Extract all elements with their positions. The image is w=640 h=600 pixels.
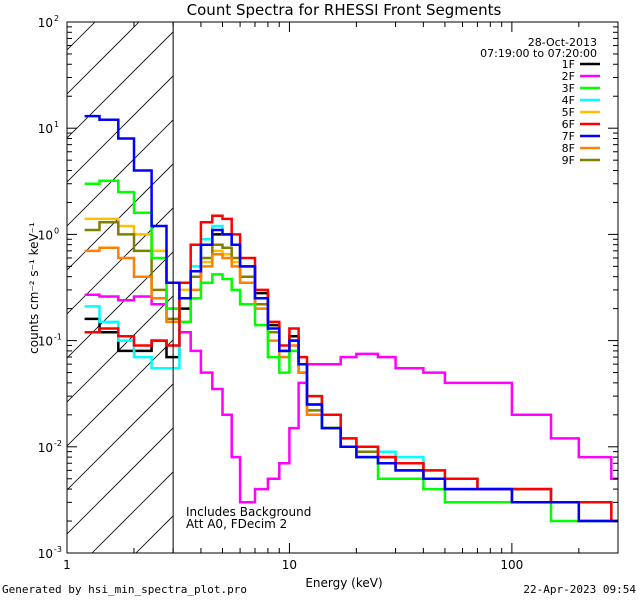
legend-label: 9F xyxy=(562,154,575,167)
y-tick-label: 10 xyxy=(38,228,53,242)
footer-generated-by: Generated by hsi_min_spectra_plot.pro xyxy=(2,583,248,596)
y-tick-exponent: 2 xyxy=(54,14,59,23)
hatch-line xyxy=(67,75,174,183)
legend-label: 7F xyxy=(562,130,575,143)
legend-label: 5F xyxy=(562,106,575,119)
hatch-line xyxy=(67,383,174,491)
x-axis-label: Energy (keV) xyxy=(305,576,382,590)
series-layer xyxy=(84,114,618,523)
y-tick-exponent: -1 xyxy=(54,333,62,342)
legend-label: 1F xyxy=(562,58,575,71)
legend-label: 3F xyxy=(562,82,575,95)
y-tick-exponent: -3 xyxy=(54,545,62,554)
info-time-range: 07:19:00 to 07:20:00 xyxy=(480,47,597,60)
excluded-region xyxy=(67,22,174,553)
y-tick-exponent: 0 xyxy=(54,226,59,235)
series-9F xyxy=(84,221,618,523)
x-tick-label: 10 xyxy=(282,558,297,572)
series-5F xyxy=(84,217,618,523)
hatch-line xyxy=(67,427,174,535)
x-tick-label: 100 xyxy=(500,558,523,572)
hatch-line xyxy=(67,207,174,315)
series-2F xyxy=(84,293,618,504)
y-tick-label: 10 xyxy=(38,441,53,455)
y-tick-label: 10 xyxy=(38,335,53,349)
legend-label: 2F xyxy=(562,70,575,83)
chart-title: Count Spectra for RHESSI Front Segments xyxy=(187,1,502,19)
hatch-line xyxy=(135,515,174,553)
info-date: 28-Oct-2013 xyxy=(528,36,597,49)
plot-frame xyxy=(66,21,619,554)
y-axis-label: counts cm⁻² s⁻¹ keV⁻¹ xyxy=(27,222,41,354)
x-tick-label: 1 xyxy=(63,558,71,572)
footer-timestamp: 22-Apr-2023 09:54 xyxy=(523,583,636,596)
hatch-line xyxy=(67,163,174,271)
hatch-line xyxy=(67,31,174,139)
annotation-attenuator: Att A0, FDecim 2 xyxy=(186,517,287,531)
y-tick-label: 10 xyxy=(38,122,53,136)
y-tick-label: 10 xyxy=(38,547,53,561)
series-1F xyxy=(84,233,618,523)
y-tick-label: 10 xyxy=(38,16,53,30)
legend-label: 4F xyxy=(562,94,575,107)
y-tick-exponent: 1 xyxy=(54,120,59,129)
y-tick-exponent: -2 xyxy=(54,439,62,448)
series-4F xyxy=(84,224,618,523)
hatch-line xyxy=(91,471,174,553)
legend-label: 6F xyxy=(562,118,575,131)
series-7F xyxy=(84,114,618,523)
hatch-line xyxy=(67,339,174,447)
annotation-background: Includes Background xyxy=(186,505,311,519)
hatch-line xyxy=(67,119,174,227)
series-3F xyxy=(84,179,618,523)
legend-label: 8F xyxy=(562,142,575,155)
